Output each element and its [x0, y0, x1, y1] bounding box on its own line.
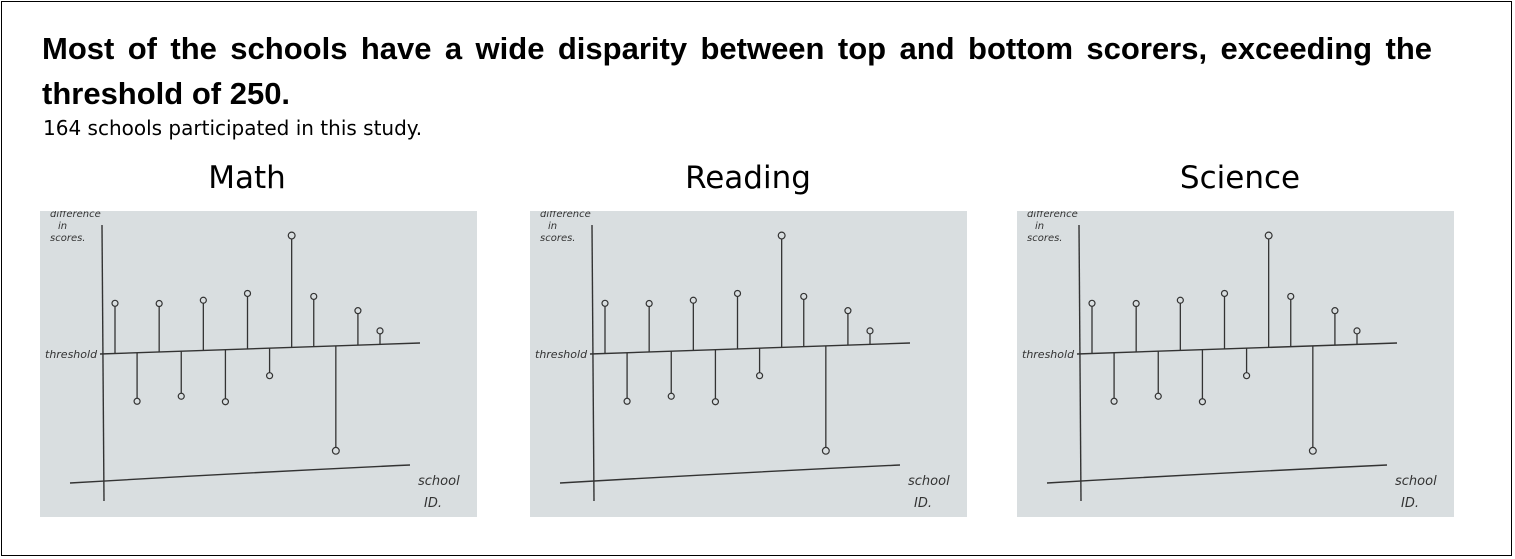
lollipop-head — [354, 307, 362, 315]
threshold-line — [589, 342, 911, 355]
y-axis-label: difference in scores. — [1027, 211, 1078, 244]
lollipop-head — [1220, 289, 1229, 298]
x-axis-label: school ID. — [908, 474, 950, 511]
lollipop-head — [1264, 231, 1273, 240]
panel-title-science: Science — [1179, 160, 1301, 196]
lollipop-head — [1287, 292, 1295, 301]
lollipop-head — [376, 327, 384, 335]
lollipop-head — [1198, 398, 1207, 406]
lollipop-head — [1242, 372, 1251, 380]
y-axis — [101, 224, 105, 502]
lollipop-head — [1176, 296, 1184, 304]
lollipop-head — [800, 292, 808, 301]
x-axis — [1046, 464, 1388, 484]
lollipop-head — [331, 446, 340, 455]
lollipop-head — [689, 296, 697, 304]
y-axis-label: difference in scores. — [50, 211, 101, 244]
x-axis — [69, 464, 411, 484]
lollipop-head — [1110, 397, 1118, 405]
lollipop-head — [645, 299, 653, 308]
x-axis — [559, 464, 901, 484]
lollipop-head — [711, 398, 720, 406]
lollipop-head — [265, 372, 274, 380]
lollipop-head — [155, 299, 163, 308]
lollipop-head — [733, 289, 742, 298]
panel-title-reading: Reading — [685, 160, 811, 196]
headline: Most of the schools have a wide disparit… — [42, 31, 1432, 111]
lollipop-head — [821, 446, 830, 455]
lollipop-head — [844, 307, 852, 315]
lollipop-head — [755, 372, 764, 380]
x-axis-label: school ID. — [418, 474, 460, 511]
lollipop-head — [601, 299, 609, 307]
x-axis-label: school ID. — [1395, 474, 1437, 511]
y-axis — [1078, 224, 1082, 502]
lollipop-head — [1132, 299, 1140, 308]
chart-panel-science: difference in scores. threshold school ID. — [1017, 211, 1454, 517]
lollipop-head — [866, 327, 874, 335]
threshold-line — [99, 342, 421, 355]
lollipop-head — [1154, 392, 1162, 400]
chart-math: difference in scores. threshold school ID. — [45, 211, 460, 511]
threshold-label: threshold — [1022, 348, 1075, 361]
subheadline: 164 schools participated in this study. — [43, 116, 423, 140]
lollipop-head — [667, 392, 675, 400]
lollipop-head — [221, 398, 230, 406]
lollipop-head — [243, 289, 252, 298]
threshold-label: threshold — [45, 348, 98, 361]
lollipop-head — [177, 392, 185, 400]
lollipop-head — [623, 397, 631, 405]
lollipop-head — [1088, 299, 1096, 307]
chart-science: difference in scores. threshold school ID. — [1022, 211, 1437, 511]
lollipop-head — [1353, 327, 1361, 335]
lollipop-head — [777, 231, 786, 240]
y-axis-label: difference in scores. — [540, 211, 591, 244]
panel-title-math: Math — [208, 160, 286, 196]
lollipop-head — [1308, 446, 1317, 455]
lollipop-head — [310, 292, 318, 301]
chart-reading: difference in scores. threshold school ID. — [535, 211, 950, 511]
threshold-label: threshold — [535, 348, 588, 361]
lollipop-head — [287, 231, 296, 240]
chart-panel-reading: difference in scores. threshold school ID. — [530, 211, 967, 517]
lollipop-head — [133, 397, 141, 405]
chart-panel-math: difference in scores. threshold school ID. — [40, 211, 477, 517]
y-axis — [591, 224, 595, 502]
threshold-line — [1076, 342, 1398, 355]
lollipop-head — [111, 299, 119, 307]
lollipop-head — [1331, 307, 1339, 315]
lollipop-head — [199, 296, 207, 304]
